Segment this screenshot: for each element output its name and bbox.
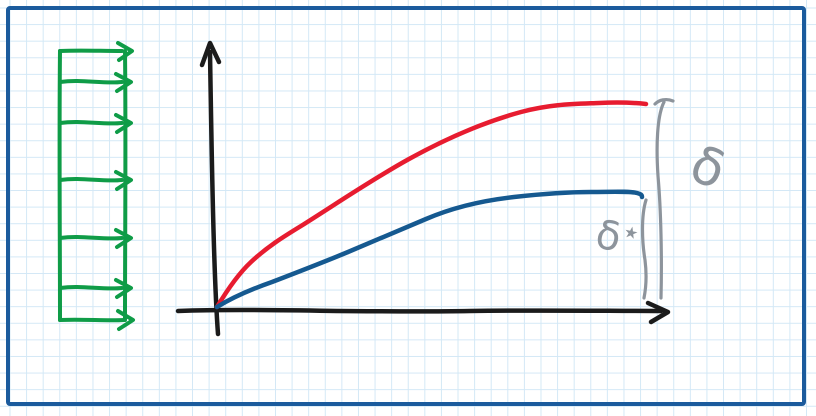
flow-arrow-shaft — [58, 317, 126, 323]
flow-arrow-head-icon — [114, 113, 133, 134]
flow-arrow-head-icon — [116, 41, 134, 62]
free-stream-flow — [57, 41, 135, 331]
y-axis-arrowhead-icon — [199, 40, 222, 68]
delta-bracket-cap — [653, 97, 675, 106]
delta-star-label: δ★ — [592, 211, 640, 261]
flow-arrow-head-icon — [114, 170, 133, 191]
delta-star-bracket-line — [640, 198, 648, 300]
y-axis — [207, 49, 221, 337]
axes — [175, 40, 671, 337]
flow-arrow-head-icon — [114, 278, 133, 299]
x-axis — [175, 307, 664, 314]
flow-arrow — [58, 41, 134, 62]
flow-arrow — [58, 228, 133, 249]
flow-arrow-shaft — [58, 79, 124, 85]
flow-arrow-shaft — [58, 120, 124, 126]
flow-arrow — [58, 113, 133, 134]
flow-arrow — [58, 278, 133, 299]
flow-arrow-head-icon — [114, 228, 133, 249]
flow-arrow-shaft — [58, 177, 124, 183]
flow-arrow-head-icon — [116, 309, 135, 331]
flow-arrow-shaft — [58, 285, 124, 291]
x-axis-arrowhead-icon — [645, 300, 671, 325]
thickness-brackets — [640, 97, 675, 300]
flow-arrow — [58, 72, 133, 93]
curve-delta-star — [214, 189, 645, 310]
flow-arrow-shaft — [58, 235, 124, 241]
flow-arrow — [58, 309, 135, 331]
flow-arrow-head-icon — [114, 72, 133, 93]
curve-delta — [214, 100, 649, 310]
delta-bracket-line — [655, 100, 666, 300]
flow-arrow — [58, 170, 133, 191]
